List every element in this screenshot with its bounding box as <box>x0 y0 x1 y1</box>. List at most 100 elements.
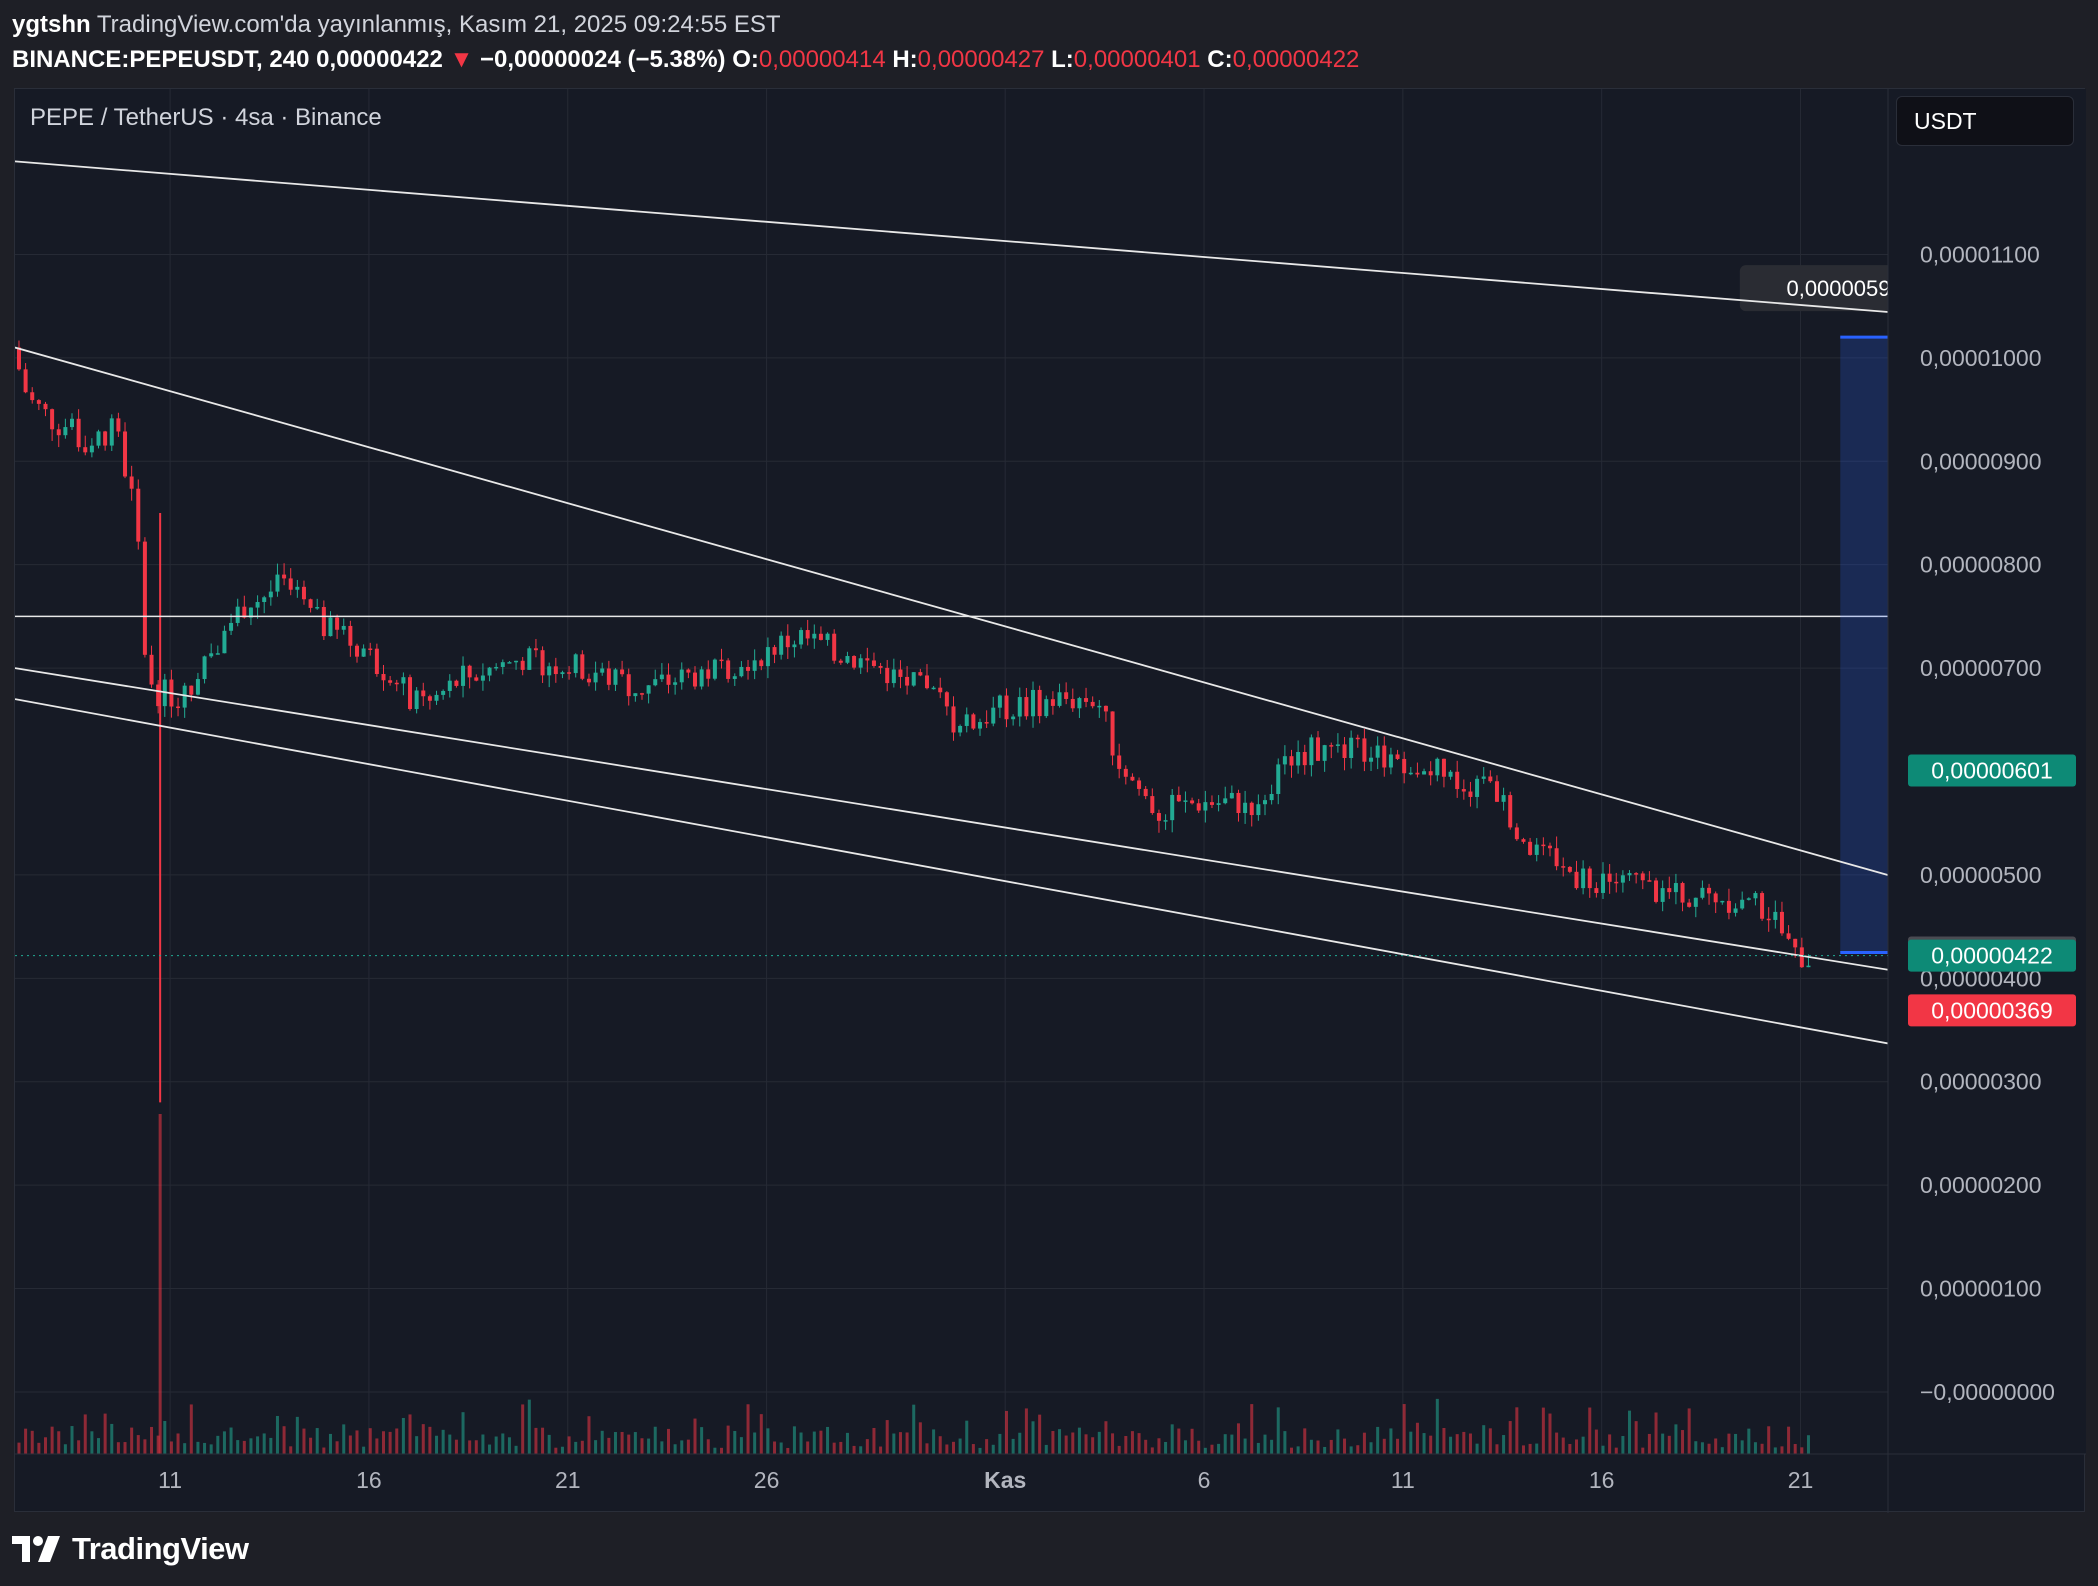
candle-body <box>1183 800 1188 802</box>
volume-bar <box>441 1429 445 1454</box>
candle-body <box>984 722 989 724</box>
volume-bar <box>733 1430 737 1454</box>
candle-body <box>693 672 698 687</box>
candle-body <box>1541 844 1546 847</box>
candle-body <box>991 707 996 724</box>
volume-bar <box>1018 1432 1022 1454</box>
candle-body <box>666 674 671 685</box>
volume-bar <box>514 1445 518 1454</box>
candle-body <box>885 667 890 684</box>
volume-bar <box>136 1435 140 1454</box>
volume-bar <box>1177 1428 1181 1454</box>
candle-body <box>1117 755 1122 769</box>
candle-body <box>1799 947 1804 968</box>
trendline-1[interactable] <box>15 160 2086 378</box>
volume-bar <box>183 1443 187 1454</box>
volume-bar <box>388 1431 392 1454</box>
volume-bar <box>1130 1431 1134 1454</box>
candle-body <box>461 665 466 686</box>
volume-bar <box>1521 1445 1525 1454</box>
volume-bar <box>1687 1408 1691 1454</box>
open-label: O: <box>732 46 759 73</box>
currency-button[interactable]: USDT <box>1896 96 2074 146</box>
candle-body <box>480 675 485 681</box>
candle-body <box>580 654 585 679</box>
volume-bar <box>275 1415 279 1454</box>
volume-bar <box>1117 1445 1121 1454</box>
volume-bar <box>720 1447 724 1454</box>
volume-bar <box>859 1446 863 1454</box>
volume-bar <box>1276 1407 1280 1454</box>
candle-body <box>401 677 406 684</box>
volume-bar <box>1654 1412 1658 1454</box>
volume-bar <box>24 1428 28 1454</box>
volume-bar <box>1150 1447 1154 1454</box>
volume-bar <box>1031 1421 1035 1454</box>
candle-body <box>1547 845 1552 849</box>
chart-canvas[interactable]: 0,00000599 (141,15%) 5990,000011000,0000… <box>15 89 2086 1513</box>
author-name[interactable]: ygtshn <box>12 11 91 38</box>
volume-bar <box>1296 1446 1300 1454</box>
candle-body <box>381 674 386 681</box>
tradingview-logo[interactable]: TradingView <box>12 1530 249 1568</box>
volume-bar <box>799 1432 803 1454</box>
chart-area[interactable]: 0,00000599 (141,15%) 5990,000011000,0000… <box>14 88 2086 1513</box>
volume-bar <box>1329 1439 1333 1454</box>
volume-bar <box>932 1429 936 1454</box>
volume-bar <box>256 1436 260 1454</box>
candle-body <box>321 607 326 637</box>
volume-bar <box>600 1430 604 1454</box>
volume-bar <box>1442 1427 1446 1454</box>
candle-body <box>1004 695 1009 720</box>
volume-bar <box>382 1431 386 1454</box>
candle-body <box>520 660 525 670</box>
volume-bar <box>1707 1443 1711 1454</box>
candle-body <box>686 669 691 673</box>
volume-bar <box>362 1446 366 1454</box>
candle-body <box>414 690 419 710</box>
volume-bar <box>998 1433 1002 1454</box>
volume-bar <box>163 1421 167 1454</box>
volume-bar <box>832 1442 836 1454</box>
time-tick-label: 6 <box>1198 1467 1211 1493</box>
candle-body <box>845 656 850 663</box>
grid <box>15 89 1888 1454</box>
candle-body <box>825 633 830 640</box>
candle-body <box>1720 900 1725 903</box>
volume-bar <box>554 1447 558 1454</box>
publish-info: ygtshn TradingView.com'da yayınlanmış, K… <box>12 10 2082 40</box>
volume-bar <box>156 1435 160 1454</box>
time-axis: 11 16 21 26 Kas 6 11 16 21 <box>15 1453 2086 1493</box>
candle-body <box>123 431 128 477</box>
volume-bar <box>1594 1429 1598 1454</box>
candle-body <box>421 690 426 697</box>
tradingview-logo-icon <box>12 1536 60 1562</box>
candle-body <box>1786 933 1791 939</box>
candle-body <box>739 666 744 677</box>
trendline-2[interactable] <box>15 346 2086 968</box>
volume-bar <box>1601 1445 1605 1454</box>
volume-bar <box>541 1427 545 1454</box>
volume-bar <box>189 1404 193 1454</box>
volume-bar <box>1084 1434 1088 1454</box>
candle-body <box>1528 841 1533 855</box>
volume-bar <box>1449 1436 1453 1454</box>
candle-body <box>891 669 896 684</box>
volume-bar <box>1429 1435 1433 1454</box>
volume-bar <box>1468 1433 1472 1454</box>
volume-bar <box>951 1441 955 1454</box>
candle-body <box>1601 873 1606 893</box>
volume-bar <box>309 1437 313 1454</box>
time-tick-label: 16 <box>1589 1467 1615 1493</box>
candle-body <box>109 418 114 446</box>
trendline-3[interactable] <box>15 667 2086 1020</box>
candle-body <box>924 675 929 689</box>
volume-bar <box>547 1434 551 1454</box>
candle-body <box>1388 754 1393 768</box>
candle-body <box>1561 866 1566 868</box>
volume-bar <box>401 1417 405 1454</box>
volume-bar <box>594 1440 598 1454</box>
candle-body <box>282 574 287 579</box>
candle-body <box>1309 737 1314 766</box>
trendline-4[interactable] <box>15 698 2086 1195</box>
